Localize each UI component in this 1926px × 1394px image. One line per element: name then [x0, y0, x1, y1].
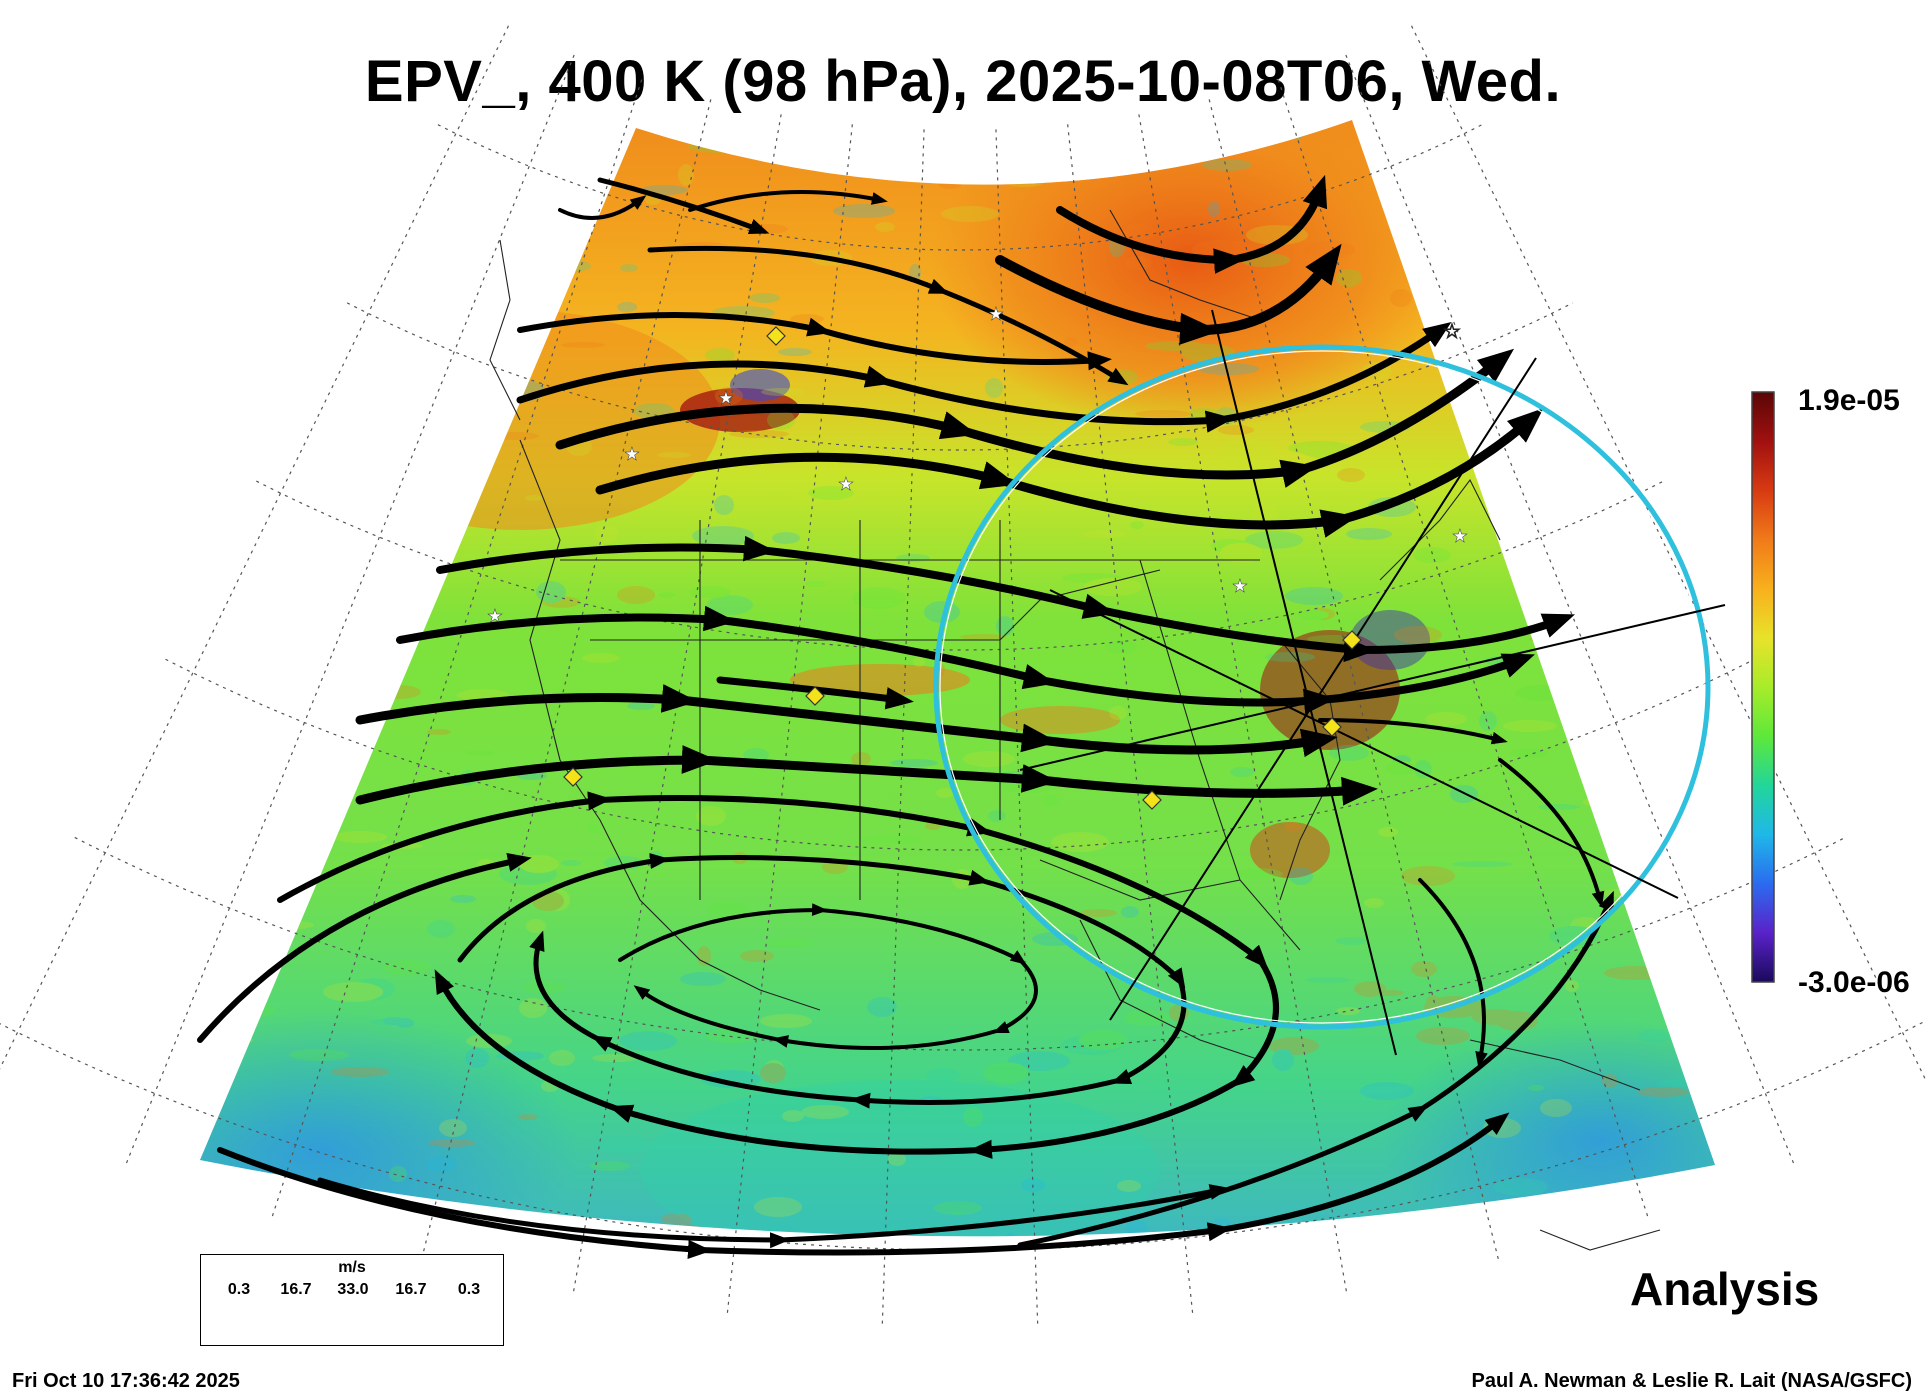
- streamline: [597, 177, 770, 234]
- streamline: [1418, 878, 1488, 1068]
- star-marker-icon: ★: [1232, 576, 1248, 597]
- star-marker-icon: ★: [487, 606, 503, 627]
- streamline: [1318, 718, 1508, 745]
- wind-speed-legend: m/s 0.3 16.7 33.0 16.7 0.3: [200, 1254, 504, 1346]
- diamond-marker-icon: [1142, 790, 1162, 810]
- diamond-marker-icon: [1342, 630, 1362, 650]
- streamline: [396, 605, 1535, 715]
- star-marker-icon: ☆: [1443, 319, 1461, 343]
- streamline: [647, 245, 1129, 386]
- streamlines: [197, 174, 1614, 1259]
- star-marker-icon: ★: [1452, 526, 1468, 547]
- streamline: [595, 408, 1544, 538]
- colorbar: [1751, 391, 1775, 983]
- legend-value: 16.7: [280, 1281, 312, 1298]
- map-title: EPV_, 400 K (98 hPa), 2025-10-08T06, Wed…: [364, 49, 1562, 114]
- radial-lines: [1019, 309, 1726, 1056]
- diamond-marker-icon: [1322, 717, 1342, 737]
- streamline: [1056, 174, 1328, 274]
- star-marker-icon: ★: [718, 388, 734, 409]
- streamline: [618, 903, 1038, 1050]
- legend-value: 33.0: [337, 1281, 369, 1298]
- legend-value: 0.3: [457, 1281, 481, 1298]
- colorbar-min-label: -3.0e-06: [1798, 966, 1910, 999]
- diamond-markers: [563, 326, 1362, 810]
- star-markers: ★ ★ ★ ★ ★ ★ ★ ☆: [487, 304, 1469, 628]
- vortex-ring: [933, 344, 1711, 1030]
- streamline: [1017, 890, 1614, 1248]
- colorbar-max-label: 1.9e-05: [1798, 384, 1900, 417]
- streamline: [457, 853, 1187, 1109]
- streamline: [197, 852, 532, 1043]
- star-marker-icon: ★: [988, 304, 1004, 325]
- diamond-marker-icon: [805, 686, 825, 706]
- streamline: [516, 321, 1452, 433]
- streamline: [317, 1177, 1230, 1249]
- colorbar-scale: [1751, 391, 1775, 983]
- legend-value: 0.3: [227, 1281, 251, 1298]
- legend-units: m/s: [338, 1259, 366, 1276]
- star-marker-icon: ★: [624, 444, 640, 465]
- streamline: [688, 190, 888, 212]
- streamline: [277, 791, 1279, 1159]
- streamline: [217, 1112, 1510, 1259]
- timestamp: Fri Oct 10 17:36:42 2025: [12, 1370, 240, 1392]
- streamline: [1498, 758, 1605, 908]
- diamond-marker-icon: [563, 767, 583, 787]
- analysis-label: Analysis: [1630, 1263, 1820, 1315]
- streamline: [558, 195, 647, 220]
- epv-field: [200, 120, 1715, 1237]
- star-marker-icon: ★: [838, 474, 854, 495]
- streamline: [995, 243, 1342, 345]
- diamond-marker-icon: [766, 326, 786, 346]
- legend-value: 16.7: [395, 1281, 427, 1298]
- credit: Paul A. Newman & Leslie R. Lait (NASA/GS…: [1471, 1370, 1912, 1392]
